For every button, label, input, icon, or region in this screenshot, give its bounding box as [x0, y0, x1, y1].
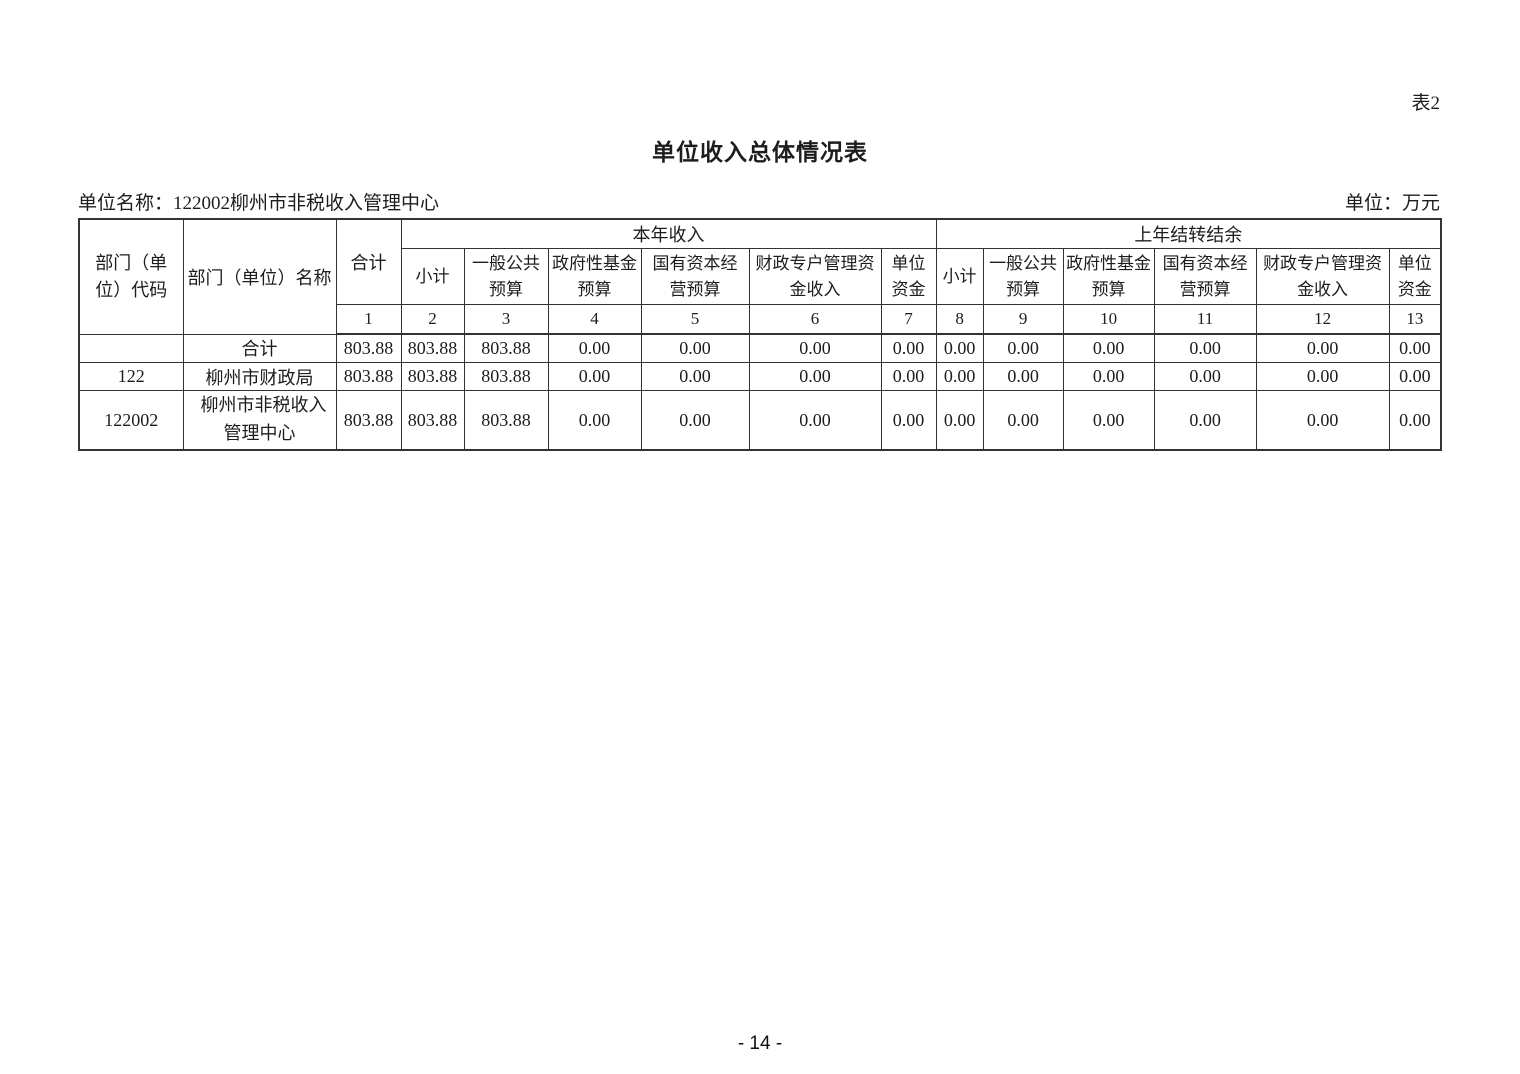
col-header-gov-fund-1: 政府性基金 预算 — [547, 248, 642, 305]
col-num-4: 4 — [547, 304, 642, 335]
cell-value: 803.88 — [335, 333, 402, 363]
cell-value: 0.00 — [547, 362, 642, 391]
table-row-unit-122002: 122002 柳州市非税收入 管理中心 803.88 803.88 803.88… — [78, 390, 1442, 451]
cell-value: 0.00 — [1062, 390, 1155, 451]
col-header-state-capital-2: 国有资本经 营预算 — [1153, 248, 1257, 305]
cell-value: 0.00 — [1153, 390, 1257, 451]
cell-value: 0.00 — [982, 390, 1064, 451]
cell-value: 0.00 — [1153, 333, 1257, 363]
col-header-total: 合计 — [335, 218, 402, 305]
col-num-6: 6 — [748, 304, 882, 335]
cell-value: 0.00 — [640, 362, 750, 391]
cell-value: 803.88 — [463, 362, 549, 391]
header-label-row: 小计 一般公共 预算 政府性基金 预算 国有资本经 营预算 财政专户管理资 金收… — [79, 248, 1442, 305]
col-header-fiscal-account-1: 财政专户管理资 金收入 — [748, 248, 882, 305]
cell-value: 0.00 — [547, 390, 642, 451]
cell-value: 0.00 — [547, 333, 642, 363]
meta-line: 单位名称：122002柳州市非税收入管理中心 单位：万元 — [78, 188, 1440, 215]
table-row-total: 合计 803.88 803.88 803.88 0.00 0.00 0.00 0… — [78, 333, 1442, 363]
cell-value: 803.88 — [335, 362, 402, 391]
cell-value: 0.00 — [1388, 333, 1442, 363]
cell-value: 0.00 — [880, 362, 937, 391]
cell-value: 0.00 — [935, 390, 984, 451]
cell-value: 0.00 — [748, 333, 882, 363]
table-row-dept-122: 122 柳州市财政局 803.88 803.88 803.88 0.00 0.0… — [78, 362, 1442, 391]
col-num-13: 13 — [1388, 304, 1442, 335]
income-summary-table: 部门（单 位）代码 部门（单位）名称 合计 本年收入 上年结转结余 小计 一般公… — [78, 218, 1443, 451]
cell-value: 803.88 — [463, 390, 549, 451]
header-number-row: 1 2 3 4 5 6 7 8 9 10 11 12 13 — [79, 304, 1442, 335]
col-header-general-budget-1: 一般公共 预算 — [463, 248, 549, 305]
cell-value: 0.00 — [1255, 333, 1390, 363]
cell-value: 0.00 — [640, 333, 750, 363]
page-title: 单位收入总体情况表 — [652, 140, 868, 165]
row-dept-name: 柳州市财政局 — [182, 362, 337, 391]
cell-value: 0.00 — [1388, 362, 1442, 391]
cell-value: 0.00 — [640, 390, 750, 451]
unit-measure-label: 单位：万元 — [1344, 193, 1440, 214]
col-header-gov-fund-2: 政府性基金 预算 — [1062, 248, 1155, 305]
cell-value: 0.00 — [1388, 390, 1442, 451]
row-unit-name: 柳州市非税收入 管理中心 — [182, 390, 337, 451]
col-header-subtotal-2: 小计 — [935, 248, 984, 305]
col-num-10: 10 — [1062, 304, 1155, 335]
col-header-name: 部门（单位）名称 — [182, 218, 337, 335]
col-num-3: 3 — [463, 304, 549, 335]
cell-value: 0.00 — [982, 333, 1064, 363]
cell-value: 0.00 — [1153, 362, 1257, 391]
col-header-unit-funds-1: 单位 资金 — [880, 248, 937, 305]
cell-value: 0.00 — [1255, 390, 1390, 451]
col-header-unit-funds-2: 单位 资金 — [1388, 248, 1442, 305]
col-header-state-capital-1: 国有资本经 营预算 — [640, 248, 750, 305]
header-group-row: 部门（单 位）代码 部门（单位）名称 合计 本年收入 上年结转结余 — [78, 218, 1442, 335]
col-num-2: 2 — [400, 304, 465, 335]
row-total-code — [78, 333, 184, 363]
cell-value: 0.00 — [880, 333, 937, 363]
cell-value: 0.00 — [748, 362, 882, 391]
unit-name-label: 单位名称：122002柳州市非税收入管理中心 — [78, 193, 440, 214]
row-dept-code: 122 — [78, 362, 184, 391]
col-header-fiscal-account-2: 财政专户管理资 金收入 — [1255, 248, 1390, 305]
cell-value: 0.00 — [1062, 362, 1155, 391]
col-num-9: 9 — [982, 304, 1064, 335]
col-header-subtotal-1: 小计 — [400, 248, 465, 305]
col-header-code: 部门（单 位）代码 — [78, 218, 184, 335]
cell-value: 0.00 — [1062, 333, 1155, 363]
cell-value: 803.88 — [335, 390, 402, 451]
col-num-5: 5 — [640, 304, 750, 335]
cell-value: 0.00 — [935, 333, 984, 363]
cell-value: 0.00 — [982, 362, 1064, 391]
group-header-carryover: 上年结转结余 — [935, 218, 1442, 249]
row-unit-code: 122002 — [78, 390, 184, 451]
cell-value: 803.88 — [400, 333, 465, 363]
cell-value: 0.00 — [1255, 362, 1390, 391]
group-header-current-year-income: 本年收入 — [400, 218, 937, 249]
col-num-11: 11 — [1153, 304, 1257, 335]
row-total-name: 合计 — [182, 333, 337, 363]
col-header-general-budget-2: 一般公共 预算 — [982, 248, 1064, 305]
cell-value: 803.88 — [400, 362, 465, 391]
page-number: - 14 - — [737, 1033, 783, 1054]
cell-value: 0.00 — [880, 390, 937, 451]
col-num-8: 8 — [935, 304, 984, 335]
cell-value: 0.00 — [935, 362, 984, 391]
cell-value: 803.88 — [463, 333, 549, 363]
table-number-tag: 表2 — [1411, 93, 1440, 114]
cell-value: 0.00 — [748, 390, 882, 451]
col-num-12: 12 — [1255, 304, 1390, 335]
cell-value: 803.88 — [400, 390, 465, 451]
col-num-1: 1 — [335, 304, 402, 335]
col-num-7: 7 — [880, 304, 937, 335]
